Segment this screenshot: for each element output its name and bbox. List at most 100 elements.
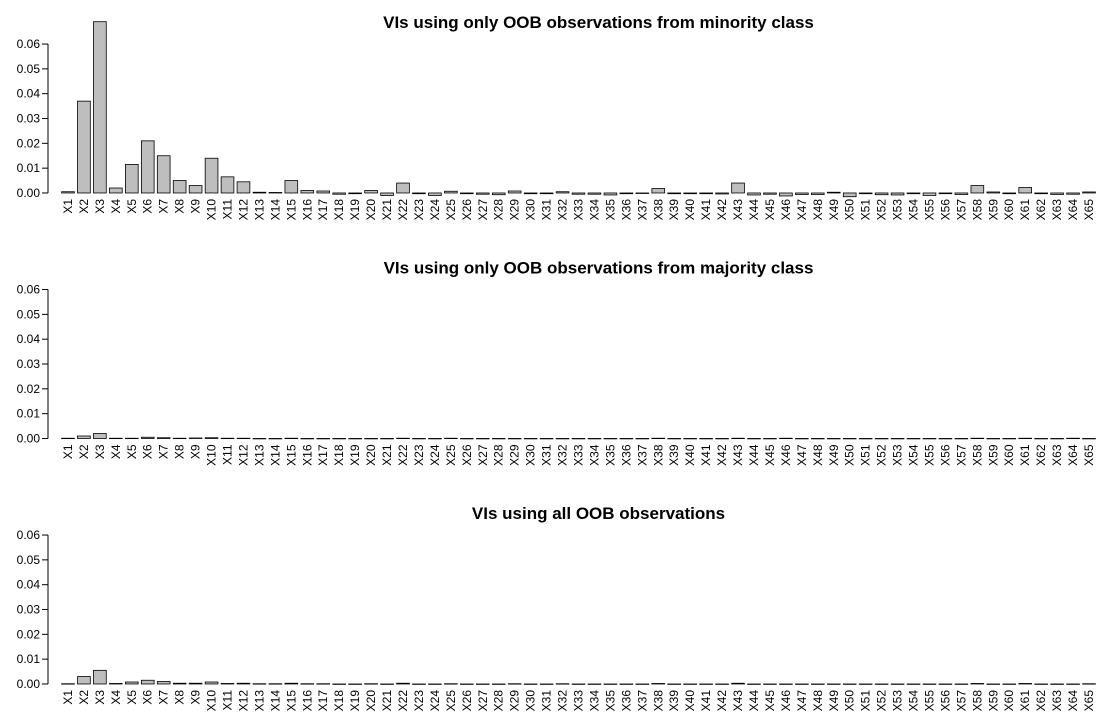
y-tick-label: 0.00 [17,431,41,445]
x-tick-label: X33 [572,199,586,221]
x-tick-label: X20 [364,690,378,712]
y-tick-label: 0.01 [17,161,41,175]
bar [842,192,857,198]
bar [970,185,985,194]
x-tick-label: X1 [61,199,75,214]
x-tick-label: X40 [683,199,697,221]
y-tick-label: 0.05 [17,62,41,76]
x-tick-label: X9 [189,690,203,705]
x-tick-label: X24 [428,444,442,466]
x-tick-label: X37 [635,444,649,466]
bar [156,437,171,439]
x-tick-label: X41 [699,199,713,221]
x-tick-label: X37 [635,199,649,221]
bar [125,681,139,685]
x-tick-label: X62 [1034,690,1048,712]
x-tick-label: X25 [444,690,458,712]
x-tick-label: X1 [61,690,75,705]
x-tick-label: X52 [875,690,889,712]
x-tick-label: X51 [859,444,873,466]
x-tick-label: X22 [396,199,410,221]
bar [795,192,809,195]
x-tick-label: X17 [316,444,330,466]
x-tick-label: X46 [779,690,793,712]
bar [93,669,107,685]
x-tick-label: X14 [268,199,282,221]
x-tick-label: X6 [141,199,155,214]
x-tick-label: X17 [316,690,330,712]
x-tick-label: X26 [460,199,474,221]
x-tick-label: X31 [540,444,554,466]
bar [731,182,745,194]
bar [571,192,586,195]
x-tick-label: X28 [492,690,506,712]
x-tick-label: X56 [938,444,952,466]
y-tick-label: 0.01 [17,652,41,666]
x-tick-label: X21 [380,199,394,221]
x-tick-label: X23 [412,444,426,466]
x-tick-label: X63 [1050,690,1064,712]
bar [619,192,634,195]
x-tick-label: X33 [572,690,586,712]
x-tick-label: X61 [1018,444,1032,466]
x-tick-label: X20 [364,199,378,221]
x-tick-label: X3 [93,199,107,214]
bar [986,191,1001,194]
bar [156,155,171,194]
bar [667,192,682,195]
x-tick-label: X30 [524,199,538,221]
y-tick-label: 0.03 [17,112,41,126]
x-tick-label: X10 [205,690,219,712]
x-tick-label: X29 [508,444,522,466]
x-tick-label: X58 [970,690,984,712]
x-tick-label: X31 [540,690,554,712]
x-tick-label: X48 [811,444,825,466]
x-tick-label: X61 [1018,690,1032,712]
bar [236,181,251,194]
x-tick-label: X5 [125,199,139,214]
y-tick-label: 0.01 [17,407,41,421]
x-tick-label: X44 [747,444,761,466]
x-tick-label: X35 [603,199,617,221]
x-tick-label: X18 [332,690,346,712]
bar [348,192,362,195]
x-tick-label: X26 [460,444,474,466]
x-tick-label: X8 [173,444,187,459]
bar [922,192,937,196]
bar [811,192,825,195]
x-tick-label: X54 [907,199,921,221]
bar [507,190,522,194]
x-tick-label: X10 [205,444,219,466]
bar [156,681,171,685]
x-tick-label: X65 [1082,199,1096,221]
x-tick-label: X23 [412,690,426,712]
x-tick-label: X62 [1034,199,1048,221]
x-tick-label: X4 [109,199,123,214]
x-tick-label: X57 [954,690,968,712]
bar [475,192,490,195]
x-tick-label: X11 [221,199,235,220]
bar [555,191,570,194]
x-tick-label: X48 [811,199,825,221]
bar [731,682,745,685]
x-tick-label: X36 [619,690,633,712]
chart-title: VIs using only OOB observations from maj… [384,259,814,278]
x-tick-label: X34 [587,199,601,221]
x-tick-label: X30 [524,690,538,712]
x-tick-label: X21 [380,444,394,466]
x-tick-label: X52 [875,199,889,221]
x-tick-label: X24 [428,690,442,712]
bar [763,192,777,195]
x-tick-label: X14 [268,444,282,466]
bar [890,192,905,196]
x-tick-label: X19 [348,444,362,466]
x-tick-label: X21 [380,690,394,712]
x-tick-label: X29 [508,199,522,221]
x-tick-label: X2 [77,690,91,705]
x-tick-label: X35 [603,444,617,466]
x-tick-label: X13 [252,690,266,712]
bar [603,192,618,196]
x-tick-label: X45 [763,199,777,221]
